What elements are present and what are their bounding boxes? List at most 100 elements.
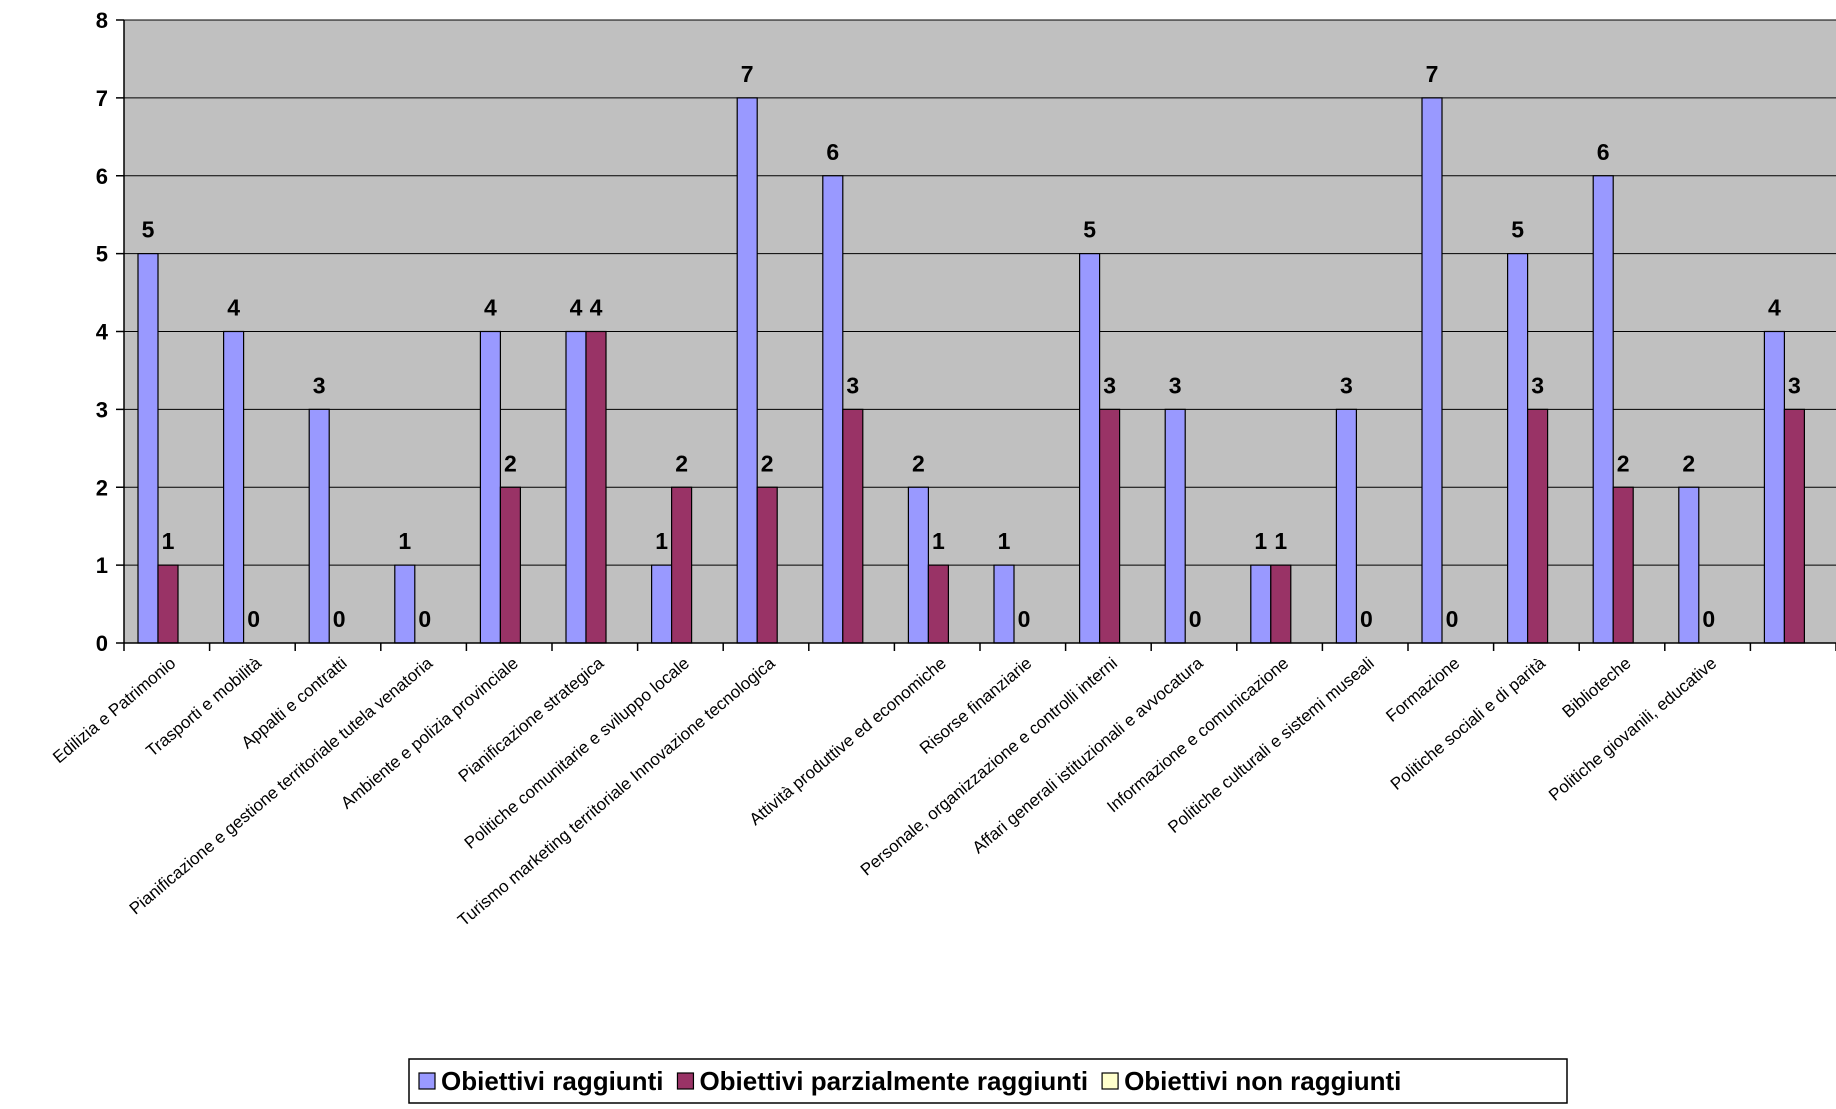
bar-parzialmente-raggiunti xyxy=(585,330,607,644)
data-label: 3 xyxy=(1531,372,1544,398)
data-label: 3 xyxy=(1169,372,1182,398)
data-label: 6 xyxy=(826,139,839,165)
data-label: 4 xyxy=(590,295,603,321)
data-label: 1 xyxy=(932,528,945,554)
data-label: 2 xyxy=(912,450,925,476)
legend: Obiettivi raggiunti Obiettivi parzialment… xyxy=(408,1058,1568,1104)
bar-parzialmente-raggiunti xyxy=(756,486,778,644)
x-tick-label: Biblioteche xyxy=(1559,654,1635,722)
data-label: 3 xyxy=(1103,372,1116,398)
bar-parzialmente-raggiunti xyxy=(670,486,693,644)
bar-parzialmente-raggiunti xyxy=(927,564,950,644)
x-tick-label: Turismo marketing territoriale Innovazio… xyxy=(454,653,779,930)
bar-raggiunti xyxy=(308,408,330,644)
bar-parzialmente-raggiunti xyxy=(842,408,864,644)
data-label: 1 xyxy=(398,528,411,554)
legend-swatch xyxy=(1101,1072,1119,1090)
data-label: 1 xyxy=(1274,528,1287,554)
data-label: 4 xyxy=(484,295,497,321)
x-tick-label: Informazione e comunicazione xyxy=(1103,654,1292,817)
data-label: 0 xyxy=(1189,606,1202,632)
x-tick-label: Politiche sociali e di parità xyxy=(1387,653,1549,794)
bar-raggiunti xyxy=(479,330,501,644)
data-label: 0 xyxy=(1446,606,1459,632)
y-tick-label: 1 xyxy=(96,553,108,578)
data-label: 0 xyxy=(418,606,431,632)
data-label: 1 xyxy=(655,528,668,554)
bar-parzialmente-raggiunti xyxy=(157,564,179,644)
axes xyxy=(116,19,1836,651)
bar-raggiunti xyxy=(822,175,844,644)
y-tick-label: 5 xyxy=(96,242,108,267)
bar-raggiunti xyxy=(565,330,587,644)
data-label: 3 xyxy=(313,372,326,398)
bar-raggiunti xyxy=(1250,564,1272,644)
y-axis-ticks: 0 1 2 3 4 5 6 7 8 xyxy=(96,8,109,656)
bar-raggiunti xyxy=(1506,253,1529,644)
data-label: 0 xyxy=(1018,606,1031,632)
data-label: 5 xyxy=(1511,217,1524,243)
data-label: 2 xyxy=(761,450,774,476)
data-label: 7 xyxy=(741,61,754,87)
x-tick-label: Pianificazione strategica xyxy=(455,653,608,786)
y-tick-label: 4 xyxy=(96,320,109,345)
data-label: 0 xyxy=(333,606,346,632)
bar-parzialmente-raggiunti xyxy=(1270,564,1292,644)
bar-parzialmente-raggiunti xyxy=(1526,408,1549,644)
y-tick-label: 8 xyxy=(96,8,108,33)
bar-parzialmente-raggiunti xyxy=(1612,486,1634,644)
x-tick-label: Ambiente e polizia provinciale xyxy=(337,654,522,813)
data-label: 4 xyxy=(1768,295,1781,321)
bar-raggiunti xyxy=(1763,330,1786,644)
data-label: 2 xyxy=(1617,450,1630,476)
y-tick-label: 0 xyxy=(96,631,108,656)
data-label: 2 xyxy=(675,450,688,476)
y-tick-label: 2 xyxy=(96,475,108,500)
data-label: 1 xyxy=(162,528,175,554)
bar-raggiunti xyxy=(1335,408,1358,644)
bar-raggiunti xyxy=(993,564,1015,644)
bar-raggiunti xyxy=(736,97,758,644)
data-label: 4 xyxy=(570,295,583,321)
y-tick-label: 3 xyxy=(96,397,108,422)
x-tick-label: Pianificazione e gestione territoriale t… xyxy=(126,653,437,918)
bar-parzialmente-raggiunti xyxy=(1783,408,1806,644)
bar-raggiunti xyxy=(650,564,673,644)
bar-raggiunti xyxy=(1421,97,1443,644)
data-label: 3 xyxy=(846,372,859,398)
legend-label: Obiettivi raggiunti xyxy=(441,1066,663,1096)
bar-raggiunti xyxy=(907,486,930,644)
y-tick-label: 7 xyxy=(96,86,108,111)
data-label: 2 xyxy=(504,450,517,476)
bar-raggiunti xyxy=(1078,253,1101,644)
data-label: 6 xyxy=(1597,139,1610,165)
data-label: 7 xyxy=(1426,61,1439,87)
bar-raggiunti xyxy=(394,564,416,644)
x-tick-label: Politiche giovanili, educative xyxy=(1545,654,1720,805)
bar-raggiunti xyxy=(1678,486,1700,644)
bar-raggiunti xyxy=(1164,408,1186,644)
bar-raggiunti xyxy=(1592,175,1614,644)
data-label: 0 xyxy=(1702,606,1715,632)
legend-label: Obiettivi parzialmente raggiunti xyxy=(699,1066,1088,1096)
legend-label: Obiettivi non raggiunti xyxy=(1124,1066,1401,1096)
y-tick-label: 6 xyxy=(96,164,108,189)
legend-box xyxy=(408,1058,1568,1104)
legend-swatch xyxy=(418,1072,436,1090)
bar-raggiunti xyxy=(223,330,245,644)
data-label: 5 xyxy=(142,217,155,243)
bar-parzialmente-raggiunti xyxy=(499,486,521,644)
legend-swatch xyxy=(676,1072,695,1090)
data-label: 0 xyxy=(1360,606,1373,632)
data-label: 1 xyxy=(1254,528,1267,554)
data-label: 3 xyxy=(1340,372,1353,398)
data-label: 5 xyxy=(1083,217,1096,243)
data-label: 4 xyxy=(227,295,240,321)
bar-raggiunti xyxy=(137,253,159,644)
bar-parzialmente-raggiunti xyxy=(1098,408,1121,644)
data-label: 3 xyxy=(1788,372,1801,398)
